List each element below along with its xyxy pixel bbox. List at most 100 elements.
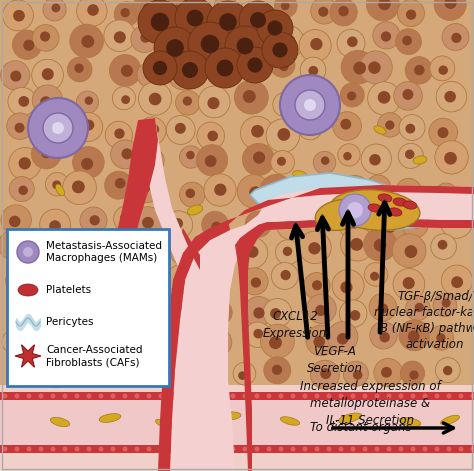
Circle shape [8, 88, 36, 116]
Circle shape [202, 211, 228, 238]
Circle shape [386, 447, 392, 452]
Circle shape [2, 330, 27, 354]
Circle shape [402, 36, 412, 45]
Circle shape [171, 447, 175, 452]
Circle shape [280, 100, 289, 109]
Circle shape [188, 22, 232, 66]
Circle shape [151, 13, 169, 31]
Circle shape [171, 364, 193, 386]
Circle shape [399, 447, 403, 452]
Circle shape [458, 393, 464, 398]
Circle shape [198, 86, 230, 118]
Circle shape [408, 331, 419, 342]
Circle shape [73, 146, 104, 178]
Circle shape [180, 146, 202, 168]
Circle shape [20, 305, 30, 315]
Circle shape [348, 186, 360, 198]
Polygon shape [228, 185, 474, 225]
Circle shape [402, 277, 415, 289]
Circle shape [374, 358, 402, 387]
Circle shape [177, 370, 186, 379]
Text: Platelets: Platelets [46, 285, 91, 295]
Circle shape [15, 275, 27, 288]
Circle shape [444, 152, 457, 164]
Circle shape [186, 151, 195, 159]
Circle shape [338, 6, 349, 16]
Circle shape [350, 393, 356, 398]
Circle shape [313, 151, 336, 174]
Circle shape [73, 113, 103, 142]
Circle shape [410, 447, 416, 452]
Circle shape [120, 213, 130, 223]
Polygon shape [258, 218, 474, 232]
Text: Increased expression of
metalloproteinase &
IL-11 Secretion: Increased expression of metalloproteinas… [300, 380, 440, 427]
Circle shape [197, 122, 225, 150]
Ellipse shape [444, 195, 456, 206]
Circle shape [255, 393, 259, 398]
Circle shape [15, 447, 19, 452]
Circle shape [212, 62, 221, 71]
Circle shape [312, 280, 322, 290]
Circle shape [104, 264, 133, 293]
Circle shape [386, 393, 392, 398]
Circle shape [448, 215, 461, 227]
Ellipse shape [155, 419, 174, 429]
Circle shape [10, 336, 19, 345]
Circle shape [443, 366, 452, 375]
Circle shape [243, 59, 252, 69]
Circle shape [401, 361, 425, 385]
Circle shape [201, 355, 224, 379]
Circle shape [15, 123, 25, 133]
Ellipse shape [399, 418, 421, 426]
Circle shape [219, 393, 224, 398]
Circle shape [255, 447, 259, 452]
Circle shape [285, 218, 296, 229]
Circle shape [208, 300, 232, 325]
Circle shape [9, 147, 41, 180]
Circle shape [168, 57, 200, 90]
Circle shape [307, 294, 336, 324]
Circle shape [348, 217, 360, 228]
Circle shape [2, 0, 33, 31]
Circle shape [140, 183, 150, 193]
Circle shape [138, 82, 172, 115]
Circle shape [370, 272, 379, 281]
Circle shape [444, 191, 452, 199]
Circle shape [399, 393, 403, 398]
Circle shape [175, 90, 200, 115]
Ellipse shape [55, 184, 64, 196]
Circle shape [121, 95, 130, 104]
Circle shape [233, 362, 256, 385]
Circle shape [414, 65, 425, 75]
Circle shape [23, 247, 33, 257]
Circle shape [63, 171, 96, 204]
Circle shape [298, 86, 331, 119]
Circle shape [42, 68, 54, 80]
Circle shape [201, 35, 219, 53]
Circle shape [104, 325, 127, 348]
Polygon shape [158, 220, 230, 471]
Circle shape [32, 85, 63, 115]
Circle shape [359, 51, 392, 84]
Circle shape [214, 184, 227, 196]
Circle shape [310, 187, 320, 197]
Circle shape [337, 333, 348, 345]
Circle shape [143, 51, 177, 85]
Circle shape [83, 120, 94, 130]
Circle shape [394, 81, 422, 110]
Circle shape [140, 32, 150, 43]
Circle shape [80, 207, 107, 234]
Circle shape [171, 393, 175, 398]
Circle shape [143, 3, 154, 14]
Text: Metastasis-Associated
Macrophages (MAMs): Metastasis-Associated Macrophages (MAMs) [46, 241, 162, 263]
Circle shape [51, 127, 59, 136]
Circle shape [175, 123, 186, 134]
Circle shape [291, 447, 295, 452]
Circle shape [254, 329, 263, 339]
Circle shape [332, 269, 364, 302]
Circle shape [302, 447, 308, 452]
Circle shape [105, 121, 132, 148]
Circle shape [44, 119, 67, 142]
Circle shape [244, 296, 273, 326]
Circle shape [266, 393, 272, 398]
